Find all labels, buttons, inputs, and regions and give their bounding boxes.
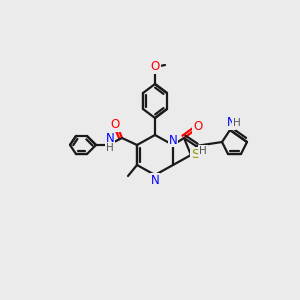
Text: N: N [169,134,177,146]
Text: N: N [226,116,236,130]
Text: H: H [199,146,207,156]
Text: S: S [191,148,199,161]
Text: N: N [151,173,159,187]
Text: O: O [150,61,160,74]
Text: O: O [110,118,120,131]
Text: H: H [106,143,114,153]
Text: H: H [233,118,241,128]
Text: N: N [106,133,114,146]
Text: O: O [194,121,202,134]
